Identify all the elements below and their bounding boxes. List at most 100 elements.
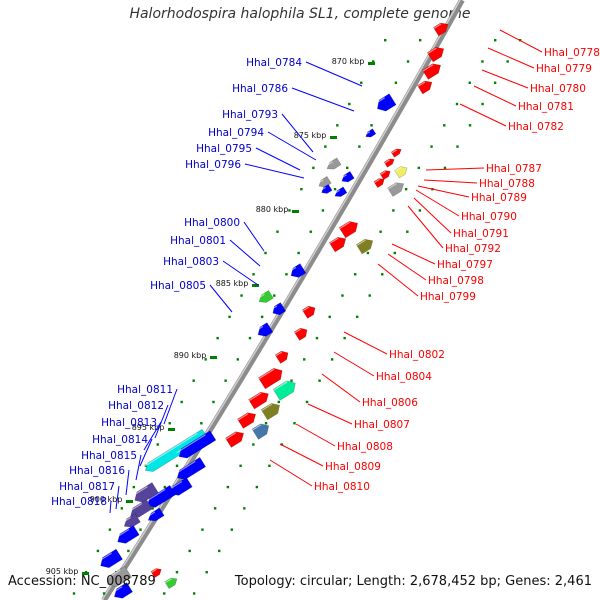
gene-arrow [387,182,405,197]
tick-dot [120,507,124,510]
gene-arrow-shine [151,568,157,574]
gene-arrow-shine [356,239,366,246]
gene-arrow [422,63,442,80]
gene-arrow [333,186,348,197]
gene-arrow [301,305,316,319]
tick-dot [96,549,100,553]
tick-dot [318,379,321,382]
tick-dot [290,379,293,382]
tick-dot [252,273,255,276]
gene-arrow [325,157,342,170]
gene-arrow-shine [394,166,402,172]
gene-arrow-shine [142,432,198,468]
gene-label-hhal_0782: Hhal_0782 [508,121,564,133]
scale-tick-mark [168,428,175,431]
gene-arrow-shine [333,189,341,195]
gene-label-hhal_0813: Hhal_0813 [101,417,157,429]
gene-arrow-shape [383,158,395,168]
gene-arrow-shine [261,403,273,412]
tick-dot [230,528,233,531]
tick-dot [216,336,219,340]
gene-arrow [433,22,449,37]
leader-line [417,185,470,198]
tick-dot [252,443,255,446]
scale-tick-label: 895 kbp [132,423,165,432]
gene-arrow-shape [355,238,374,255]
leader-line [391,243,436,265]
tick-dot [384,39,387,42]
gene-arrow [174,456,207,480]
scale-tick-mark [82,572,89,575]
gene-label-hhal_0812: Hhal_0812 [108,400,164,412]
gene-arrow-shape [365,128,377,138]
gene-arrow [257,367,283,390]
gene-arrow-shine [121,517,131,524]
accession-text: Accession: NC_008789 [8,574,156,589]
scale-tick-mark [252,284,259,287]
tick-dot [372,60,375,63]
gene-arrow-shape [301,305,316,319]
tick-dot [358,145,361,148]
tick-dot [368,294,371,297]
tick-dot [355,315,359,319]
tick-dot [360,81,363,84]
gene-arrow [390,148,402,158]
tick-dot [392,209,395,212]
gene-arrow-shine [320,186,326,192]
gene-label-hhal_0792: Hhal_0792 [445,243,501,255]
tick-dot [305,400,309,404]
gene-arrow [340,171,355,183]
gene-arrow-shape [147,507,165,522]
tick-dot [268,464,271,467]
gene-arrow-shine [225,432,237,440]
gene-arrow [320,183,333,194]
gene-arrow [260,403,280,421]
tick-dot [456,145,459,148]
gene-arrow [270,302,287,316]
leader-line [115,485,120,510]
leader-line [269,459,313,487]
gene-label-hhal_0786: Hhal_0786 [232,83,288,95]
tick-dot [228,315,231,319]
gene-label-hhal_0807: Hhal_0807 [354,419,410,431]
gene-arrow-shape [394,166,408,179]
leader-line [135,454,142,481]
tick-dot [102,592,106,595]
gene-arrow-shine [340,174,347,180]
scale-tick-label: 900 kbp [90,495,123,504]
gene-arrow [288,263,307,278]
tick-dot [168,422,171,425]
tick-dot [255,485,259,489]
scale-tick-label: 890 kbp [174,351,207,360]
scale-ticks: 870 kbp 875 kbp 880 kbp 885 kbp 890 kbp 895 k… [46,57,375,576]
gene-arrow-shine [248,392,262,401]
leader-line [423,179,478,184]
tick-dot [468,81,471,84]
gene-arrow-shape [272,302,287,316]
gene-arrow [417,80,433,95]
tick-dot [156,443,159,446]
tick-dot [297,251,300,255]
tick-dot [300,187,303,191]
gene-arrow-shine [144,488,166,503]
leader-line [229,239,261,267]
tick-dot [243,507,246,510]
gene-arrow-shape [258,290,274,303]
gene-label-hhal_0789: Hhal_0789 [471,192,527,204]
tick-dot [309,230,312,233]
gene-label-hhal_0803: Hhal_0803 [163,256,219,268]
tick-dot [151,507,154,510]
tick-dot [293,422,296,425]
tick-dot [285,273,288,276]
gene-label-hhal_0778: Hhal_0778 [544,47,600,59]
tick-dot [127,549,130,553]
gene-arrow-shine [174,460,196,475]
gene-label-hhal_0800: Hhal_0800 [184,217,240,229]
gene-label-hhal_0810: Hhal_0810 [314,481,370,493]
gene-arrow [248,391,269,410]
leader-line [413,197,452,234]
scale-tick-label: 870 kbp [332,57,365,66]
gene-arrow-shine [111,586,123,594]
gene-arrow [237,412,257,429]
